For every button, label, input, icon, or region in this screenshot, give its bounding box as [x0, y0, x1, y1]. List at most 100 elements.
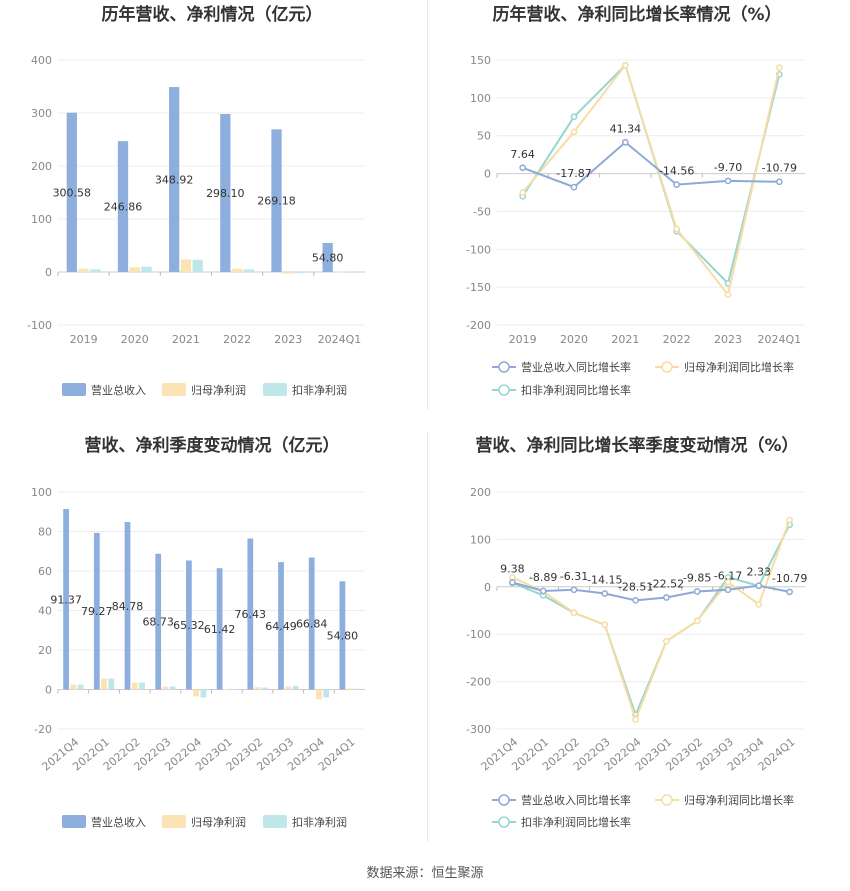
- y-tick-label: 200: [31, 160, 52, 173]
- point-归母净利润同比增长率: [621, 61, 629, 69]
- point-营业总收入同比增长率: [632, 596, 639, 604]
- line-value-label: 9.38: [500, 562, 525, 575]
- y-tick-label: 100: [31, 213, 52, 226]
- legend-swatch: [62, 815, 86, 828]
- point-营业总收入同比增长率: [539, 587, 547, 595]
- x-tick-label: 2021: [611, 333, 639, 346]
- y-tick-label: 100: [470, 92, 491, 105]
- point-归母净利润同比增长率: [519, 189, 527, 196]
- y-tick-label: -20: [34, 723, 52, 736]
- legend-marker: [498, 384, 510, 396]
- y-tick-label: 60: [38, 565, 52, 578]
- legend-swatch: [62, 383, 86, 396]
- x-tick-label: 2024Q1: [318, 333, 362, 346]
- annual-growth-chart: 历年营收、净利同比增长率情况（%） -200 -150 -100 -50 0 50 100 15…: [466, 4, 805, 397]
- point-营业总收入同比增长率: [621, 138, 629, 146]
- line-value-label: -28.51: [618, 580, 653, 593]
- legend-label: 营业总收入: [91, 383, 146, 397]
- point-营业总收入同比增长率: [693, 588, 701, 595]
- y-tick-label: -200: [466, 676, 491, 689]
- bar-营业总收入: [169, 87, 180, 272]
- bar-营业总收入: [216, 568, 223, 690]
- point-归母净利润同比增长率: [775, 64, 783, 71]
- bar-扣非净利润: [231, 689, 237, 691]
- bar-归母净利润: [101, 678, 107, 690]
- legend-label: 归母净利润: [191, 383, 246, 397]
- point-归母净利润同比增长率: [570, 609, 578, 617]
- line-value-label: -10.79: [762, 162, 797, 175]
- bar-扣非净利润: [354, 688, 360, 690]
- point-营业总收入同比增长率: [775, 178, 783, 186]
- bar-扣非净利润: [294, 272, 306, 274]
- y-tick-label: 0: [45, 684, 52, 697]
- annual-revenue-profit-chart: 历年营收、净利情况（亿元） -100 0 100 200 300 400 2019 2020 20…: [27, 4, 365, 397]
- point-归母净利润同比增长率: [693, 617, 701, 625]
- point-营业总收入同比增长率: [570, 586, 578, 594]
- bar-扣非净利润: [192, 259, 203, 272]
- x-tick-label: 2020: [121, 333, 149, 346]
- bar-value-label: 300.58: [53, 186, 92, 199]
- quarterly-revenue-profit-panel: 营收、净利季度变动情况（亿元） -20 0 20 40 60 80 100 2021Q4 2022…: [0, 430, 425, 860]
- y-tick-label: 0: [484, 168, 491, 181]
- bar-归母净利润: [131, 682, 138, 690]
- bar-扣非净利润: [141, 266, 152, 272]
- y-tick-label: 300: [31, 107, 52, 120]
- bar-value-label: 54.80: [327, 629, 359, 642]
- x-tick-label: 2024Q1: [758, 333, 802, 346]
- legend-marker: [498, 816, 510, 828]
- line-value-label: 7.64: [510, 148, 535, 161]
- line-value-label: -10.79: [772, 572, 807, 585]
- point-营业总收入同比增长率: [724, 586, 732, 594]
- legend-label: 扣非净利润: [292, 383, 347, 397]
- bar-营业总收入: [271, 129, 282, 272]
- line-value-label: 2.33: [747, 566, 772, 579]
- bar-归母净利润: [78, 268, 89, 272]
- legend-marker: [498, 361, 510, 373]
- point-扣非净利润同比增长率: [570, 113, 578, 121]
- y-tick-label: 400: [31, 54, 52, 67]
- bar-营业总收入: [308, 557, 315, 690]
- point-归母净利润同比增长率: [663, 637, 670, 645]
- bar-扣非净利润: [200, 689, 207, 698]
- bar-营业总收入: [155, 553, 162, 690]
- y-tick-label: 0: [45, 266, 52, 279]
- bar-扣非净利润: [77, 684, 84, 690]
- bar-扣非净利润: [243, 269, 254, 272]
- bar-营业总收入: [63, 509, 69, 690]
- point-归母净利润同比增长率: [755, 600, 763, 608]
- line-value-label: -14.56: [659, 165, 694, 178]
- legend-label: 营业总收入同比增长率: [521, 793, 631, 807]
- bar-value-label: 348.92: [155, 174, 194, 187]
- bar-营业总收入: [278, 562, 284, 690]
- bar-归母净利润: [283, 272, 294, 274]
- bar-value-label: 84.78: [112, 600, 144, 613]
- divider-top: [427, 0, 428, 410]
- line-value-label: -9.85: [683, 571, 711, 584]
- line-value-label: -22.52: [649, 577, 684, 590]
- point-营业总收入同比增长率: [673, 181, 681, 188]
- legend-swatch: [162, 383, 186, 396]
- line-value-label: -6.17: [714, 570, 742, 583]
- bar-value-label: 246.86: [104, 201, 143, 214]
- chart-title: 历年营收、净利情况（亿元）: [102, 4, 323, 25]
- legend-swatch: [263, 383, 287, 396]
- chart-title: 营收、净利同比增长率季度变动情况（%）: [475, 435, 798, 456]
- y-tick-label: 150: [470, 54, 491, 67]
- bar-营业总收入: [220, 114, 231, 272]
- bar-value-label: 68.73: [142, 616, 174, 629]
- bar-营业总收入: [124, 522, 131, 690]
- bar-营业总收入: [322, 242, 333, 272]
- legend-marker: [498, 794, 510, 806]
- bar-value-label: 64.49: [265, 620, 297, 633]
- x-tick-label: 2023: [274, 333, 302, 346]
- point-归母净利润同比增长率: [673, 225, 681, 233]
- bar-value-label: 269.18: [257, 195, 296, 208]
- legend-label: 营业总收入: [91, 815, 146, 829]
- bar-归母净利润: [231, 268, 243, 272]
- point-营业总收入同比增长率: [724, 177, 732, 185]
- point-归母净利润同比增长率: [786, 516, 793, 524]
- x-tick-label: 2019: [70, 333, 98, 346]
- point-归母净利润同比增长率: [570, 128, 578, 136]
- legend-swatch: [162, 815, 186, 828]
- bar-扣非净利润: [323, 689, 330, 698]
